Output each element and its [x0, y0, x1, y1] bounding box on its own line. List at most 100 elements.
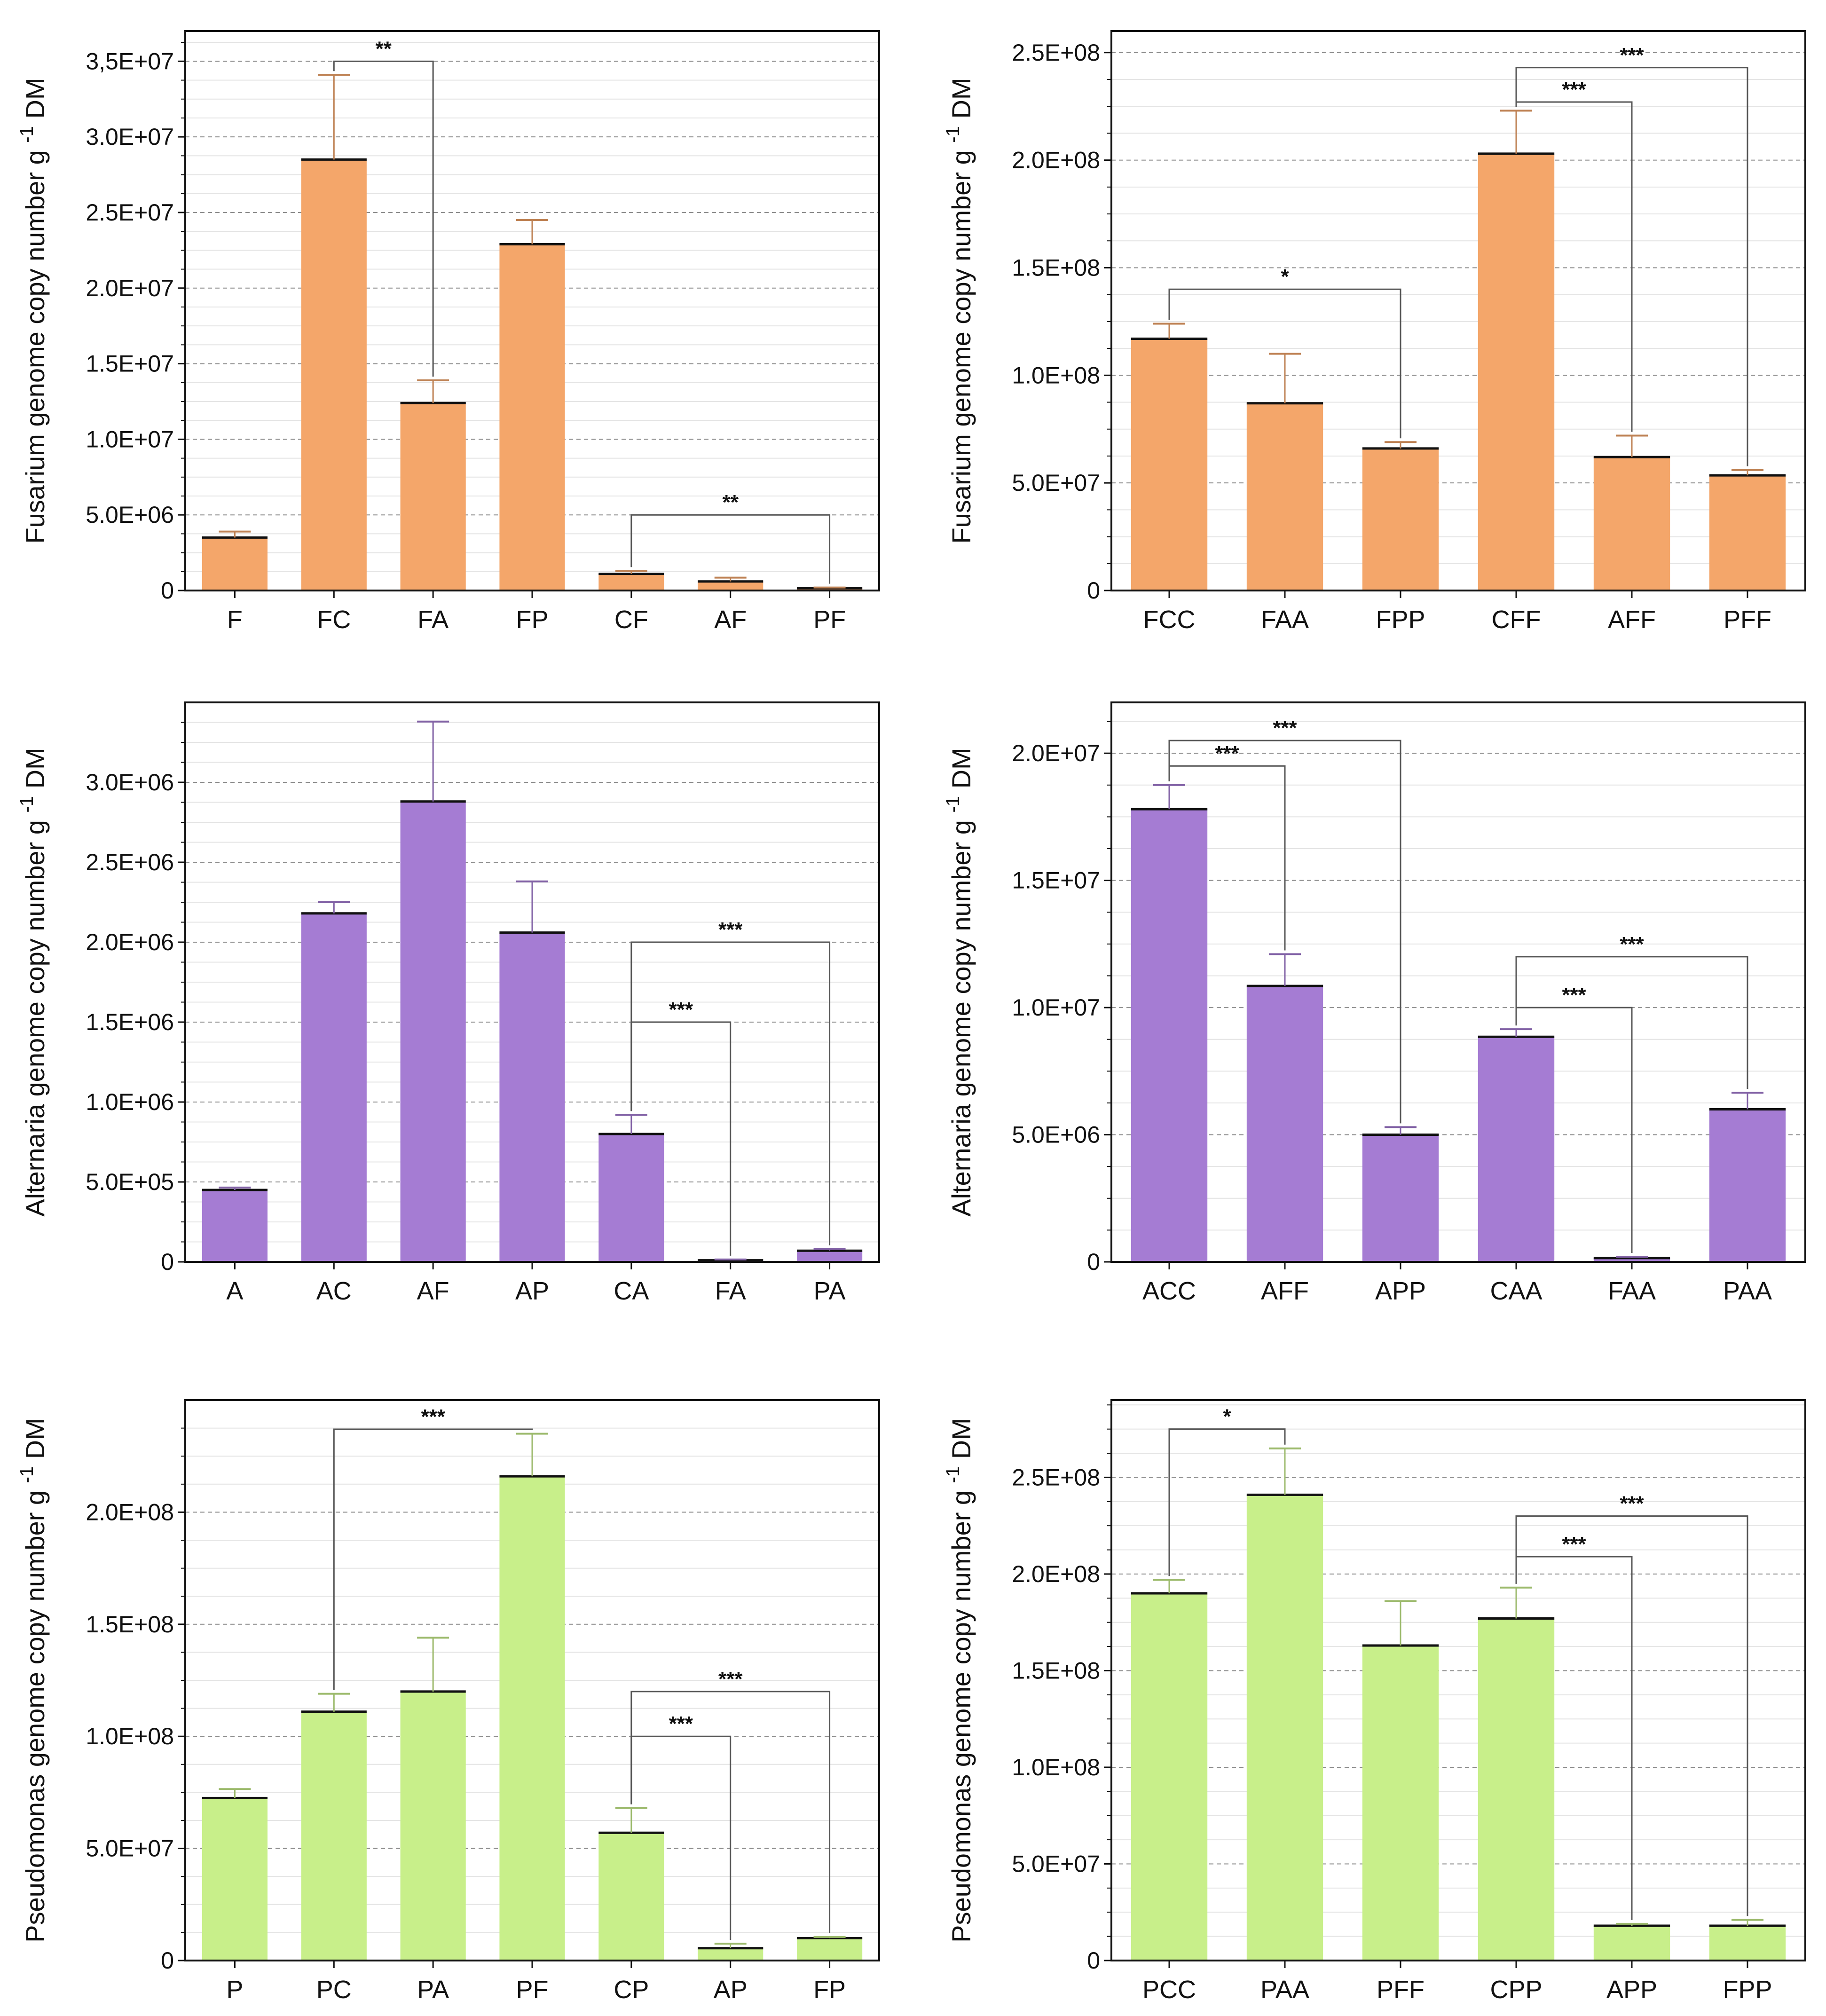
bar-CFF — [1478, 153, 1555, 591]
significance-label: *** — [718, 1668, 743, 1691]
x-tick-label-FP: FP — [516, 606, 548, 634]
bar-PF — [499, 1476, 565, 1961]
x-tick-label-PA: PA — [814, 1277, 846, 1305]
y-tick-label: 1.0E+08 — [1012, 362, 1100, 388]
y-axis-title-sup: -1 — [943, 796, 963, 813]
bar-APP — [1362, 1134, 1439, 1262]
x-tick-label-APP: APP — [1375, 1277, 1426, 1305]
y-axis-title-main: Pseudomonas genome copy number g — [946, 1483, 976, 1942]
bar-CAA — [1478, 1037, 1555, 1262]
significance-label: * — [1223, 1405, 1231, 1428]
x-tick-label-AFF: AFF — [1261, 1277, 1309, 1305]
x-tick-label-FA: FA — [417, 606, 449, 634]
chart-panel-2: 0 5.0E+07 1.0E+08 1.5E+08 2.0E+08 2.5E+08 FCC F… — [943, 30, 1806, 634]
y-axis-title: Pseudomonas genome copy number g -1 DM — [943, 1418, 976, 1943]
y-axis-title-unit: DM — [20, 1418, 50, 1466]
significance-bracket — [1515, 67, 1748, 466]
significance-label: *** — [1562, 78, 1586, 101]
y-axis-title-unit: DM — [20, 78, 50, 126]
y-axis-title: Alternaria genome copy number g -1 DM — [943, 748, 976, 1216]
y-tick-label: 1.5E+08 — [1012, 1657, 1100, 1684]
bar-PAA — [1709, 1109, 1786, 1262]
bar-A — [202, 1190, 268, 1262]
x-tick-label-FP: FP — [813, 1976, 846, 2004]
significance-bracket — [333, 60, 434, 377]
significance-label: *** — [1620, 1492, 1644, 1515]
plot-frame — [184, 1399, 880, 1961]
y-tick-label: 0 — [1087, 1249, 1100, 1275]
plot-frame — [1110, 1399, 1806, 1961]
bar-FP — [499, 244, 565, 591]
bar-AFF — [1593, 457, 1670, 591]
bar-PA — [796, 1251, 863, 1262]
x-tick-label-AF: AF — [714, 606, 747, 634]
significance-bracket — [630, 941, 831, 1245]
x-tick-label-PF: PF — [813, 606, 846, 634]
chart-panel-1: 0 5.0E+06 1.0E+07 1.5E+07 2.0E+07 2.5E+07 3.0E… — [16, 30, 880, 634]
bar-AF — [400, 801, 466, 1262]
significance-bracket — [1168, 288, 1401, 439]
y-tick-label: 2.0E+07 — [1012, 740, 1100, 766]
bar-AF — [698, 581, 763, 591]
bar-AP — [499, 932, 565, 1262]
y-tick-label: 1.0E+08 — [1012, 1754, 1100, 1780]
y-axis-title-unit: DM — [946, 1418, 976, 1466]
bar-PC — [301, 1711, 367, 1961]
significance-label: *** — [1215, 742, 1239, 765]
significance-label: *** — [1562, 984, 1586, 1007]
bar-FPP — [1362, 448, 1439, 591]
y-tick-label: 1.5E+06 — [86, 1009, 174, 1035]
x-tick-label-FPP: FPP — [1723, 1976, 1772, 2004]
x-tick-label-FAA: FAA — [1608, 1277, 1656, 1305]
y-axis-title: Pseudomonas genome copy number g -1 DM — [16, 1418, 50, 1943]
bar-CF — [598, 574, 664, 591]
y-axis-title-sup: -1 — [16, 796, 37, 813]
y-tick-label: 2.0E+06 — [86, 929, 174, 955]
significance-label: *** — [669, 1712, 693, 1735]
y-tick-label: 1.0E+06 — [86, 1089, 174, 1115]
bar-FAA — [1593, 1258, 1670, 1262]
significance-label: *** — [421, 1405, 445, 1428]
bar-P — [202, 1798, 268, 1961]
y-tick-label: 1.5E+07 — [1012, 867, 1100, 894]
bar-CA — [598, 1134, 664, 1262]
significance-bracket — [1168, 740, 1401, 1124]
x-tick-label-PF: PF — [516, 1976, 548, 2004]
bar-PFF — [1362, 1646, 1439, 1961]
y-tick-label: 5.0E+06 — [1012, 1122, 1100, 1148]
significance-label: *** — [1562, 1533, 1586, 1556]
x-tick-label-CF: CF — [614, 606, 648, 634]
y-axis-title-sup: -1 — [943, 126, 963, 143]
y-tick-label: 2.0E+08 — [1012, 1561, 1100, 1587]
significance-label: * — [1281, 265, 1289, 288]
bar-AP — [698, 1948, 763, 1961]
x-tick-label-FC: FC — [317, 606, 351, 634]
y-tick-label: 1.0E+07 — [86, 426, 174, 452]
significance-label: *** — [718, 918, 743, 941]
significance-bracket — [630, 1691, 831, 1933]
x-tick-label-CP: CP — [614, 1976, 649, 2004]
x-tick-label-CAA: CAA — [1490, 1277, 1542, 1305]
bar-FPP — [1709, 1926, 1786, 1961]
y-tick-label: 2.5E+08 — [1012, 1464, 1100, 1490]
x-tick-label-AC: AC — [316, 1277, 352, 1305]
bar-FC — [301, 159, 367, 591]
y-tick-label: 5.0E+06 — [86, 502, 174, 528]
x-tick-label-F: F — [227, 606, 243, 634]
x-tick-label-AP: AP — [515, 1277, 549, 1305]
y-tick-label: 3.0E+06 — [86, 769, 174, 795]
bar-AC — [301, 913, 367, 1262]
x-tick-label-PAA: PAA — [1260, 1976, 1309, 2004]
bar-APP — [1593, 1926, 1670, 1961]
x-tick-label-AFF: AFF — [1608, 606, 1656, 634]
bar-CP — [598, 1833, 664, 1961]
x-tick-label-AF: AF — [417, 1277, 449, 1305]
y-axis-title-main: Fusarium genome copy number g — [946, 143, 976, 544]
significance-label: ** — [376, 37, 392, 60]
y-tick-label: 5.0E+07 — [1012, 1851, 1100, 1877]
x-tick-label-PCC: PCC — [1142, 1976, 1196, 2004]
bar-AFF — [1246, 986, 1323, 1262]
significance-bracket — [1168, 1428, 1286, 1576]
x-tick-label-PA: PA — [417, 1976, 449, 2004]
